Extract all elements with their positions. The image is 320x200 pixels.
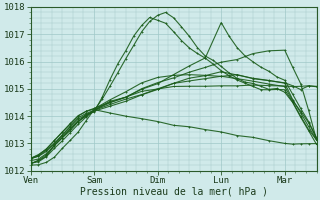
X-axis label: Pression niveau de la mer( hPa ): Pression niveau de la mer( hPa ) <box>80 187 268 197</box>
